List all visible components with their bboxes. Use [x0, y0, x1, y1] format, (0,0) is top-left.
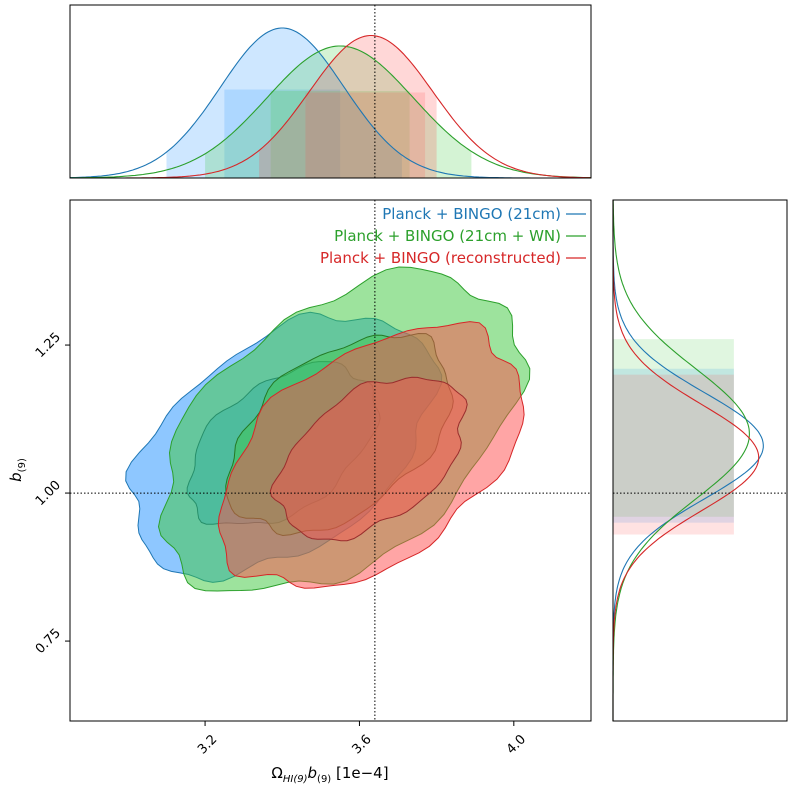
y-axis-label: b(9): [7, 458, 28, 482]
top-panel-frame: [69, 4, 592, 179]
top-band-wn: [270, 91, 410, 178]
top-band-reconstructed: [305, 92, 426, 178]
top-fill-wn: [205, 46, 472, 178]
legend-label-wn: Planck + BINGO (21cm + WN): [334, 227, 561, 245]
x-tick-label: 3.2: [195, 732, 220, 757]
legend-label-21cm: Planck + BINGO (21cm): [382, 205, 561, 223]
y-tick-label: 0.75: [33, 626, 64, 657]
right-panel-frame: [612, 199, 788, 722]
legend: Planck + BINGO (21cm) Planck + BINGO (21c…: [320, 205, 586, 267]
legend-label-reconstructed: Planck + BINGO (reconstructed): [320, 249, 561, 267]
contour-68-reconstructed: [269, 376, 468, 542]
right-band-wn: [613, 339, 734, 517]
right-curve-reconstructed: [612, 200, 760, 721]
top-curve-wn: [69, 45, 591, 179]
contour-95-reconstructed: [217, 321, 525, 589]
main-panel-frame: [69, 199, 592, 722]
main-2d-panel: 3.2 3.6 4.0 0.75 1.00 1.25 Planck + BINGO (2…: [7, 199, 592, 785]
x-tick-label: 3.6: [349, 732, 374, 757]
top-fill-reconstructed: [259, 35, 437, 178]
right-band-21cm: [613, 368, 734, 523]
y-tick-label: 1.25: [33, 330, 64, 361]
x-axis-label: ΩHI(9)b(9) [1e−4]: [271, 764, 388, 785]
top-marginal-panel: [69, 4, 592, 179]
top-band-21cm: [224, 89, 341, 178]
y-tick-label: 1.00: [33, 478, 64, 509]
right-band-reconstructed: [613, 374, 734, 535]
right-marginal-panel: [612, 199, 788, 722]
right-curve-wn: [612, 200, 750, 721]
x-tick-label: 4.0: [504, 732, 529, 757]
top-fill-21cm: [166, 28, 402, 178]
